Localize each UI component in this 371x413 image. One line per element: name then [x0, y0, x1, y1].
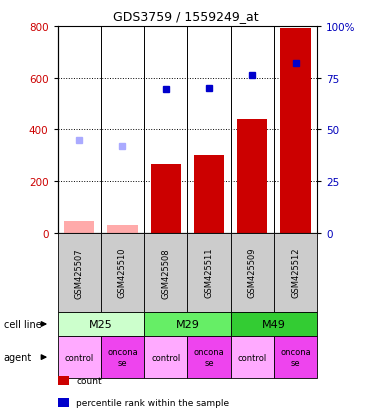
- Text: agent: agent: [4, 352, 32, 362]
- Bar: [194, 156, 224, 233]
- Text: GDS3759 / 1559249_at: GDS3759 / 1559249_at: [113, 10, 258, 23]
- Text: count: count: [76, 376, 102, 385]
- Bar: [64, 222, 94, 233]
- Text: GSM425510: GSM425510: [118, 247, 127, 298]
- Text: control: control: [238, 353, 267, 362]
- Text: GSM425511: GSM425511: [204, 247, 213, 298]
- Bar: [280, 29, 311, 233]
- Text: cell line: cell line: [4, 319, 42, 329]
- Text: percentile rank within the sample: percentile rank within the sample: [76, 398, 229, 407]
- Text: control: control: [151, 353, 180, 362]
- Text: oncona
se: oncona se: [280, 348, 311, 367]
- Text: oncona
se: oncona se: [107, 348, 138, 367]
- Bar: [237, 120, 267, 233]
- Bar: [107, 225, 138, 233]
- Text: control: control: [65, 353, 94, 362]
- Text: GSM425512: GSM425512: [291, 247, 300, 298]
- Text: M29: M29: [175, 319, 199, 329]
- Text: M49: M49: [262, 319, 286, 329]
- Text: GSM425508: GSM425508: [161, 247, 170, 298]
- Bar: [151, 165, 181, 233]
- Text: oncona
se: oncona se: [194, 348, 224, 367]
- Text: M25: M25: [89, 319, 113, 329]
- Text: GSM425507: GSM425507: [75, 247, 83, 298]
- Text: GSM425509: GSM425509: [248, 247, 257, 298]
